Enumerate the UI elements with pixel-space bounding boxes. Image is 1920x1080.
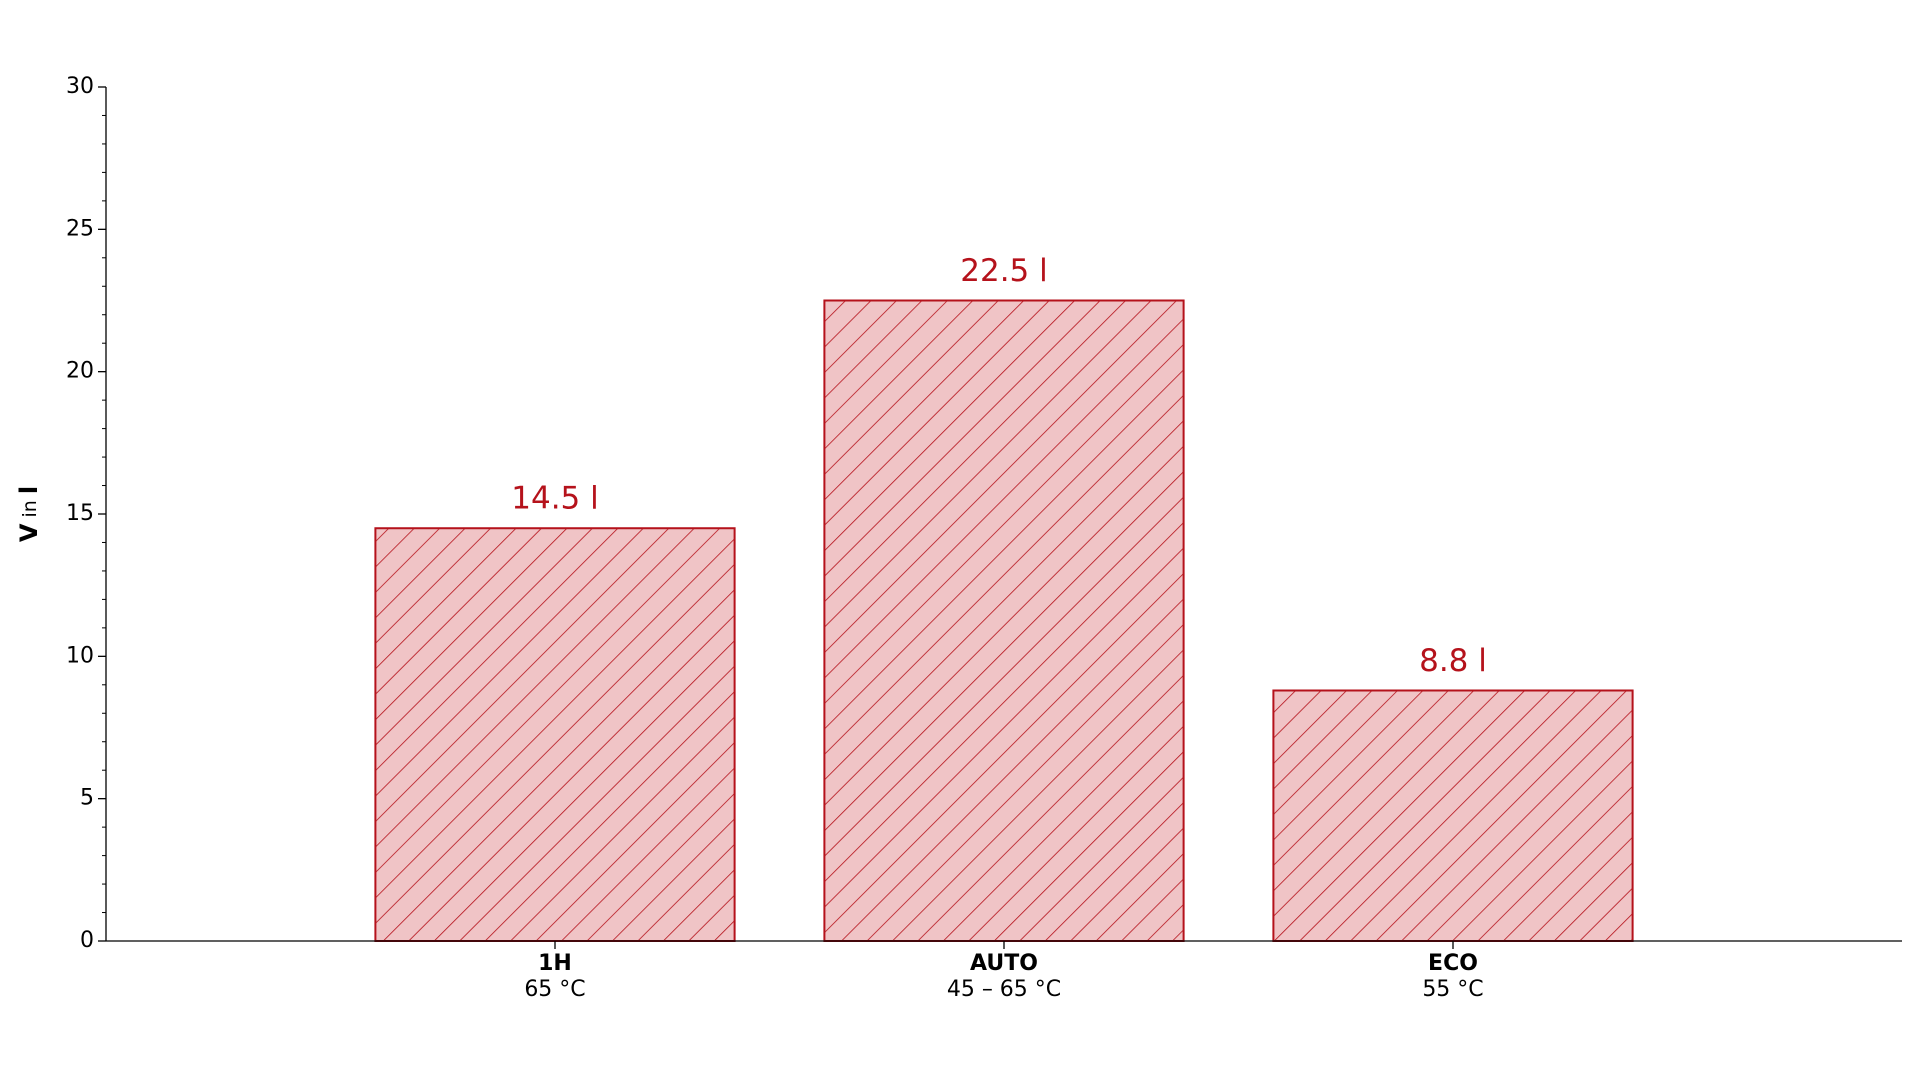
y-label-unit: l xyxy=(15,486,43,494)
x-tick-sublabel: 55 °C xyxy=(1422,977,1483,1002)
x-tick-label: ECO xyxy=(1428,951,1478,976)
bar xyxy=(823,299,1185,942)
y-tick-label: 15 xyxy=(66,501,94,526)
y-tick-label: 5 xyxy=(80,786,94,811)
y-tick-label: 0 xyxy=(80,928,94,953)
y-tick-label: 20 xyxy=(66,359,94,384)
y-tick-label: 25 xyxy=(66,216,94,241)
bar xyxy=(1272,689,1634,943)
y-label-symbol: V xyxy=(15,523,43,542)
bar xyxy=(374,527,736,942)
x-tick-label: AUTO xyxy=(970,951,1038,976)
y-tick-label: 10 xyxy=(66,643,94,668)
value-label: 8.8 l xyxy=(1419,643,1487,679)
y-axis-label: Vin l xyxy=(15,486,43,542)
y-tick-label: 30 xyxy=(66,74,94,99)
x-tick-label: 1H xyxy=(538,951,572,976)
x-tick-sublabel: 65 °C xyxy=(524,977,585,1002)
y-label-connector: in xyxy=(19,500,41,517)
value-label: 22.5 l xyxy=(960,253,1048,289)
x-tick-sublabel: 45 – 65 °C xyxy=(947,977,1061,1002)
value-label: 14.5 l xyxy=(511,481,599,517)
